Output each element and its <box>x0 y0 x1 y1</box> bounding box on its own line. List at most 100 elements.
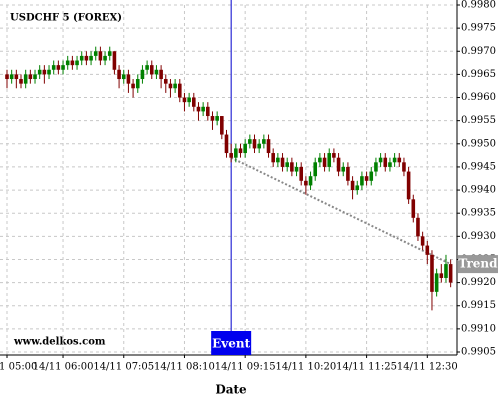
candle-body <box>79 55 84 61</box>
candle-body <box>406 171 411 200</box>
candle-body <box>332 153 336 158</box>
candle-body <box>28 74 33 80</box>
candle-body <box>238 148 243 154</box>
candle-body <box>56 65 61 70</box>
candle-body <box>51 65 56 70</box>
candle-body <box>294 166 299 172</box>
y-tick-label: 0.9915 <box>461 300 496 311</box>
candle-body <box>341 166 346 172</box>
candle-body <box>84 55 89 61</box>
candle-body <box>444 264 448 278</box>
y-tick-label: 0.9975 <box>461 23 496 34</box>
candle-body <box>42 69 47 75</box>
candle-body <box>159 69 163 80</box>
candle-body <box>177 83 182 98</box>
candle-body <box>243 143 247 154</box>
candle-body <box>135 79 140 89</box>
candle-body <box>65 60 70 66</box>
candle-body <box>360 176 364 186</box>
candle-body <box>112 51 117 70</box>
candle-body <box>374 162 378 172</box>
chart-title: USDCHF 5 (FOREX) <box>10 13 122 24</box>
candle-body <box>5 74 9 80</box>
candle-body <box>187 97 191 103</box>
candle-body <box>388 162 392 167</box>
candle-body <box>420 236 425 246</box>
candle-body <box>201 106 205 112</box>
candle-body <box>126 74 131 84</box>
candle-body <box>117 69 121 80</box>
candle-body <box>322 157 327 167</box>
candle-body <box>173 83 177 89</box>
candle-body <box>369 171 374 181</box>
y-tick-label: 0.9955 <box>461 115 496 126</box>
candle-body <box>448 264 453 283</box>
candle-body <box>103 55 107 61</box>
candle-body <box>224 134 229 154</box>
candle-body <box>154 69 159 75</box>
x-tick-label: 14/11 06:00 <box>33 362 94 373</box>
candle-body <box>163 79 168 84</box>
candle-body <box>37 69 42 75</box>
candle-body <box>346 166 350 181</box>
candle-body <box>350 180 355 191</box>
candle-body <box>266 139 271 154</box>
candle-body <box>290 162 294 172</box>
candle-body <box>9 74 14 80</box>
y-tick-label: 0.9965 <box>461 69 496 80</box>
y-tick-label: 0.9935 <box>461 208 496 219</box>
candle-body <box>336 157 341 172</box>
candle-body <box>107 51 112 56</box>
candle-body <box>168 83 173 89</box>
candle-body <box>304 180 308 186</box>
candle-body <box>182 97 187 103</box>
candle-body <box>280 157 285 167</box>
candle-body <box>276 157 280 163</box>
candle-body <box>257 143 261 149</box>
candle-body <box>140 69 145 80</box>
x-tick-label: 14/11 12:30 <box>397 362 458 373</box>
candle-body <box>411 199 416 218</box>
candle-body <box>364 176 369 181</box>
y-tick-label: 0.9930 <box>461 231 496 242</box>
candle-body <box>19 79 23 84</box>
candle-body <box>229 153 233 158</box>
candle-body <box>416 217 420 237</box>
candle-body <box>355 185 360 191</box>
candle-body <box>271 153 275 163</box>
candle-body <box>248 139 252 144</box>
trend-line <box>230 156 452 265</box>
candle-body <box>299 166 304 181</box>
candle-body <box>196 106 201 112</box>
x-tick-label: 14/11 08:10 <box>154 362 215 373</box>
y-tick-label: 0.9950 <box>461 138 496 149</box>
trend-box <box>458 255 498 274</box>
candle-body <box>439 273 444 278</box>
x-tick-label: 14/11 10:20 <box>275 362 336 373</box>
x-axis-label: Date <box>215 383 247 397</box>
y-tick-label: 0.9960 <box>461 92 496 103</box>
y-tick-label: 0.9980 <box>461 0 496 11</box>
x-tick-label: 14/11 11:25 <box>336 362 397 373</box>
x-tick-label: 14/11 05:00 <box>0 362 37 373</box>
candle-body <box>93 51 98 56</box>
y-tick-label: 0.9905 <box>461 347 496 358</box>
candle-body <box>192 97 196 107</box>
candle-body <box>220 116 224 135</box>
candle-body <box>252 139 257 149</box>
candle-body <box>210 116 215 121</box>
trend-label: Trend <box>458 257 498 271</box>
candle-body <box>402 162 406 172</box>
event-label: Event <box>212 337 250 351</box>
candle-body <box>75 60 79 66</box>
candle-body <box>262 139 266 144</box>
y-tick-label: 0.9945 <box>461 161 496 172</box>
candle-body <box>149 65 154 75</box>
candle-body <box>47 69 51 75</box>
candle-body <box>327 153 332 167</box>
candle-body <box>425 245 430 255</box>
candle-body <box>308 176 313 186</box>
candle-body <box>392 157 397 163</box>
y-tick-label: 0.9940 <box>461 185 496 196</box>
candle-body <box>206 106 210 117</box>
